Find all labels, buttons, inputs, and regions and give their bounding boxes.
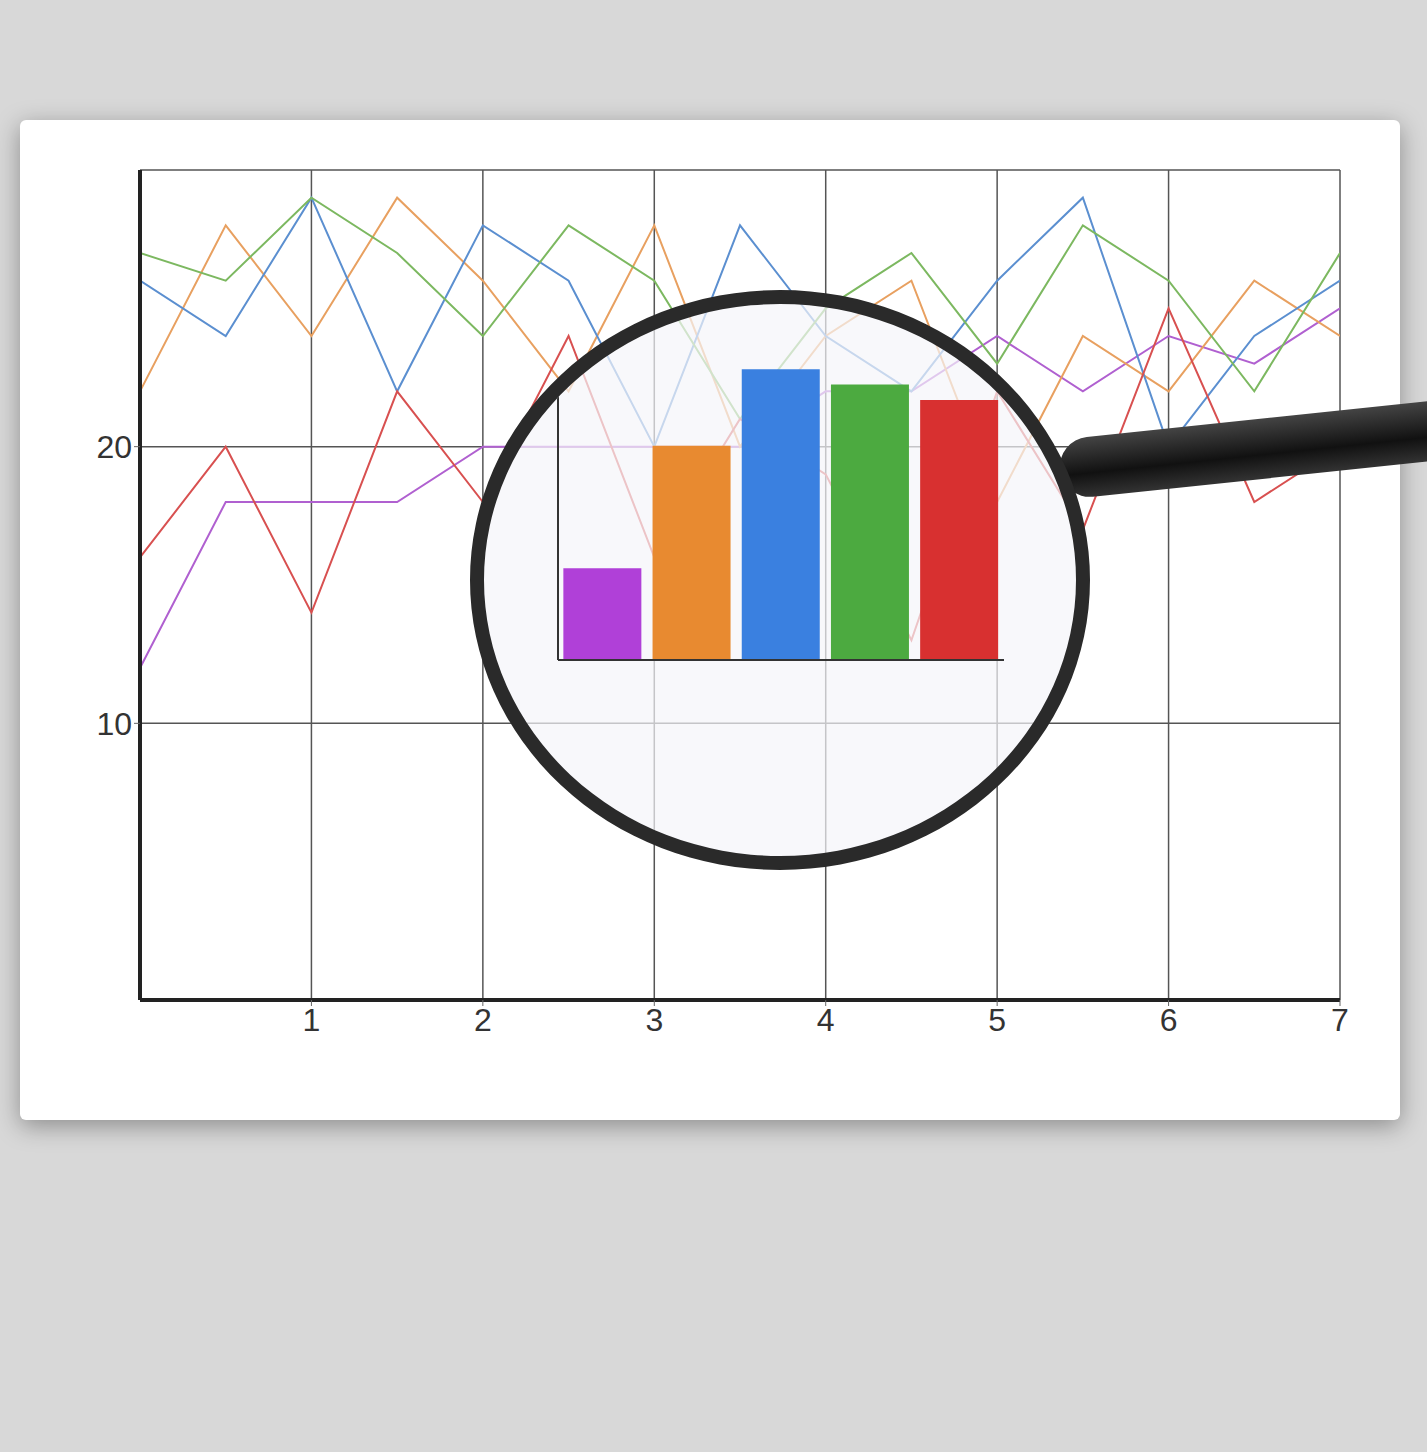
svg-text:3: 3 xyxy=(645,1002,663,1038)
svg-text:7: 7 xyxy=(1331,1002,1349,1038)
svg-text:1: 1 xyxy=(303,1002,321,1038)
svg-text:6: 6 xyxy=(1160,1002,1178,1038)
svg-text:10: 10 xyxy=(96,706,132,742)
svg-text:20: 20 xyxy=(96,429,132,465)
svg-text:2: 2 xyxy=(474,1002,492,1038)
svg-text:5: 5 xyxy=(988,1002,1006,1038)
svg-text:4: 4 xyxy=(817,1002,835,1038)
